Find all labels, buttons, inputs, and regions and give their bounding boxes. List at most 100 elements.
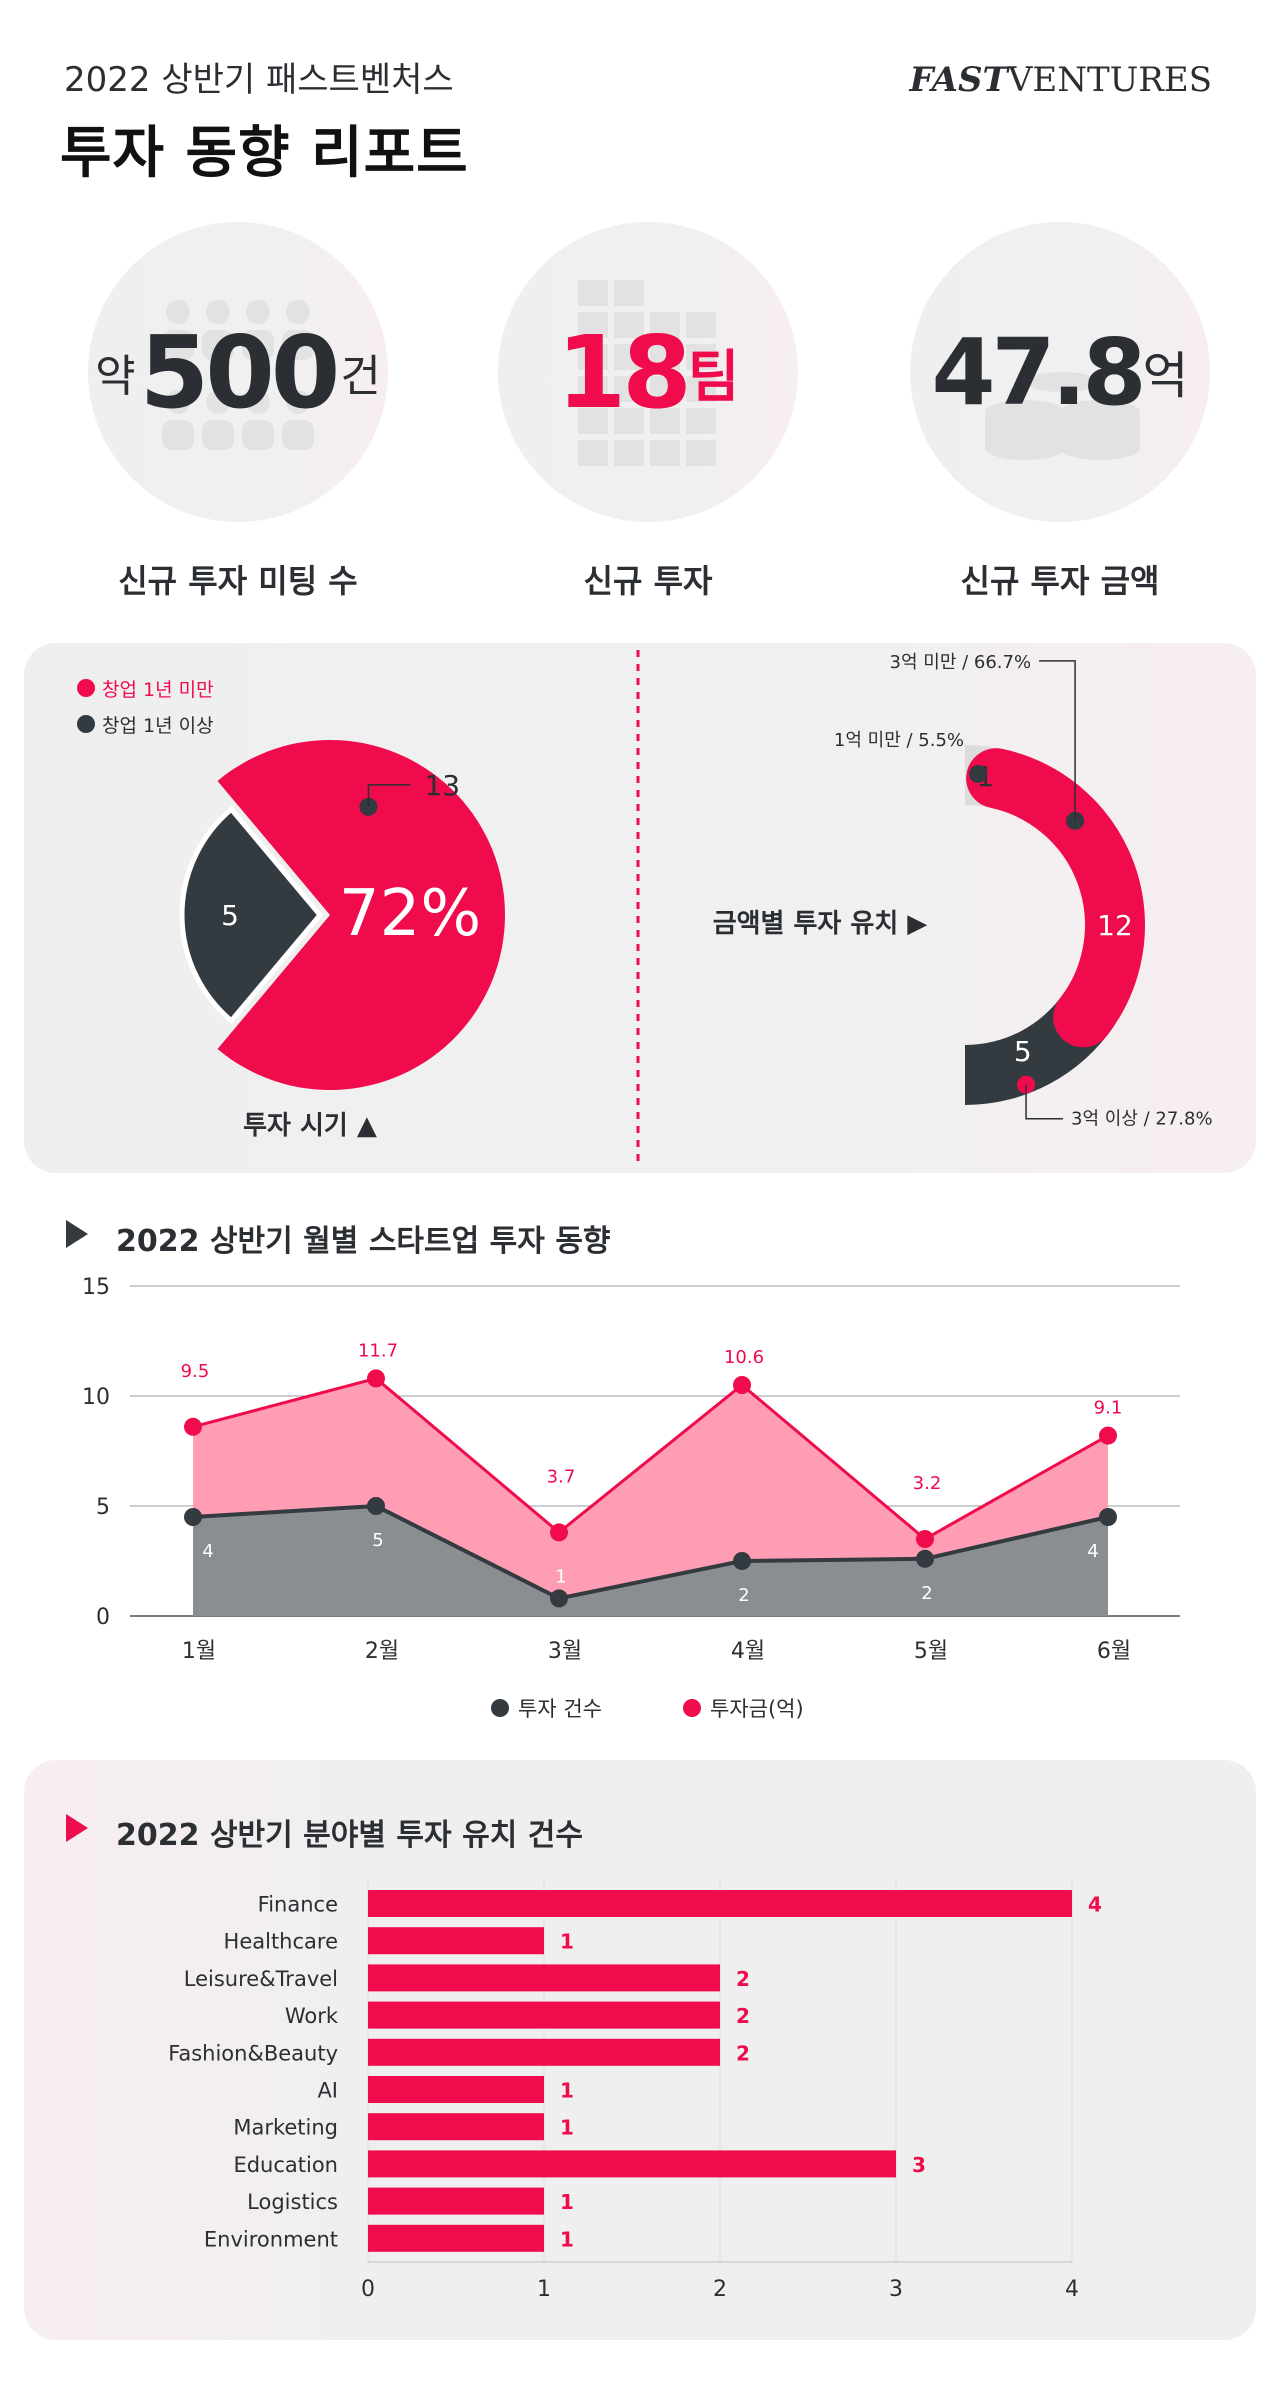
category-label: Fashion&Beauty <box>168 2041 338 2065</box>
category-label: Leisure&Travel <box>184 1967 338 1991</box>
sector-title: 2022 상반기 분야별 투자 유치 건수 <box>116 1818 583 1853</box>
monthly-area-chart: 0 5 10 15 9.5 4 1월 11.7 5 2월 3.7 1 3월 10.6 2 4월 3.2 2 5월 9.… <box>82 1275 1180 1721</box>
legend-count: 투자 건수 <box>518 1697 602 1721</box>
bar-value: 1 <box>560 2190 574 2214</box>
pie-slice-under1 <box>217 739 506 1090</box>
legend-investment: 투자금(억) <box>710 1697 804 1721</box>
line-investment <box>192 1376 1109 1541</box>
count-label: 2 <box>921 1583 932 1604</box>
donut-value-over3: 5 <box>1014 1035 1032 1068</box>
legend-dot-over1 <box>77 715 95 733</box>
point-investment <box>1099 1426 1117 1445</box>
y-tick-label: 15 <box>82 1275 110 1300</box>
line-count <box>192 1503 1109 1601</box>
investment-label: 10.6 <box>724 1347 764 1368</box>
legend-over1: 창업 1년 이상 <box>102 715 214 737</box>
bar <box>368 1890 1072 1917</box>
point-count <box>1099 1508 1117 1526</box>
stat-unit: 건 <box>340 351 381 402</box>
stat-meetings: 약 500 건 <box>88 222 388 522</box>
legend-dot-under1 <box>77 679 95 697</box>
x-tick-label: 1월 <box>182 1639 216 1664</box>
x-tick-label: 2 <box>713 2277 727 2302</box>
pie-charts: 창업 1년 미만 창업 1년 이상 513 72% 투자 시기 ▲ 11251억… <box>77 650 1213 1168</box>
category-label: Finance <box>258 1893 338 1917</box>
donut-value-under3: 12 <box>1097 909 1133 942</box>
bar <box>368 1964 720 1992</box>
donut-callout-over3: 3억 이상 / 27.8% <box>1071 1109 1213 1130</box>
x-tick-label: 4 <box>1065 2277 1079 2302</box>
legend-dot-investment <box>683 1699 701 1717</box>
bar-value: 1 <box>560 2227 574 2251</box>
building-icon <box>578 280 716 466</box>
donut-marker-under1 <box>969 764 988 783</box>
y-tick-label: 10 <box>82 1385 110 1410</box>
investment-label: 9.1 <box>1094 1398 1123 1419</box>
report-title: 투자 동향 리포트 <box>60 121 469 186</box>
bar <box>368 1927 544 1955</box>
point-investment <box>184 1417 202 1436</box>
pie-center-percent: 72% <box>339 877 481 951</box>
donut-callout-under1: 1억 미만 / 5.5% <box>834 730 964 751</box>
investment-label: 9.5 <box>181 1361 210 1382</box>
point-count <box>550 1589 568 1608</box>
stat-new-investments: 18 팀 <box>498 222 798 522</box>
coins-icon <box>985 372 1140 460</box>
point-count <box>733 1552 751 1570</box>
bar-value: 1 <box>560 2079 574 2103</box>
x-tick-label: 2월 <box>365 1639 399 1664</box>
bar-value: 2 <box>736 1967 750 1991</box>
bar <box>368 2150 896 2178</box>
bar-value: 2 <box>736 2004 750 2028</box>
pie-leader <box>367 784 411 807</box>
point-investment <box>733 1376 751 1394</box>
brand-logo: FASTVENTURES <box>909 60 1212 100</box>
x-tick-label: 6월 <box>1097 1639 1131 1664</box>
pie-slice-over1 <box>179 805 324 1025</box>
bar <box>368 2187 544 2215</box>
play-icon <box>66 1220 88 1248</box>
people-icon <box>162 300 314 450</box>
x-tick-label: 3 <box>889 2277 903 2302</box>
stat-amount: 47.8 억 <box>910 222 1210 522</box>
investment-label: 11.7 <box>358 1340 398 1361</box>
investment-label: 3.7 <box>547 1466 576 1487</box>
investment-label: 3.2 <box>913 1473 942 1494</box>
bar-value: 1 <box>560 1930 574 1954</box>
donut-callout-under3: 3억 미만 / 66.7% <box>890 652 1032 673</box>
count-label: 1 <box>555 1566 566 1587</box>
pie-label-under1: 13 <box>424 769 460 802</box>
point-investment <box>367 1369 385 1388</box>
stat-value: 47.8 <box>931 318 1147 426</box>
point-investment <box>916 1530 934 1548</box>
point-count <box>367 1497 385 1515</box>
point-investment <box>550 1523 568 1542</box>
bar-value: 3 <box>912 2153 926 2177</box>
donut-title: 금액별 투자 유치 ▶ <box>713 909 928 939</box>
bar <box>368 2113 544 2141</box>
count-label: 4 <box>1087 1541 1098 1562</box>
x-tick-label: 0 <box>361 2277 375 2302</box>
bar-value: 4 <box>1088 1893 1102 1917</box>
category-label: Work <box>285 2004 339 2028</box>
x-tick-label: 1 <box>537 2277 551 2302</box>
stat-label: 신규 투자 미팅 수 <box>118 562 358 600</box>
x-tick-label: 3월 <box>548 1639 582 1664</box>
donut-leader-over3 <box>1025 1084 1064 1120</box>
category-label: Marketing <box>233 2116 338 2140</box>
bar <box>368 2001 720 2029</box>
monthly-title: 2022 상반기 월별 스타트업 투자 동향 <box>116 1224 611 1259</box>
y-tick-label: 0 <box>96 1605 110 1630</box>
legend-under1: 창업 1년 미만 <box>102 679 214 701</box>
x-tick-label: 4월 <box>731 1639 765 1664</box>
legend-dot-count <box>491 1699 509 1717</box>
count-label: 2 <box>738 1585 749 1606</box>
x-tick-label: 5월 <box>914 1639 948 1664</box>
bar-value: 2 <box>736 2041 750 2065</box>
bar <box>368 2224 544 2252</box>
stat-unit: 팀 <box>687 344 740 410</box>
donut-leader-under3 <box>1039 660 1076 821</box>
pie-title: 투자 시기 ▲ <box>243 1111 377 1141</box>
bar <box>368 2038 720 2066</box>
area-count <box>193 1506 1108 1616</box>
